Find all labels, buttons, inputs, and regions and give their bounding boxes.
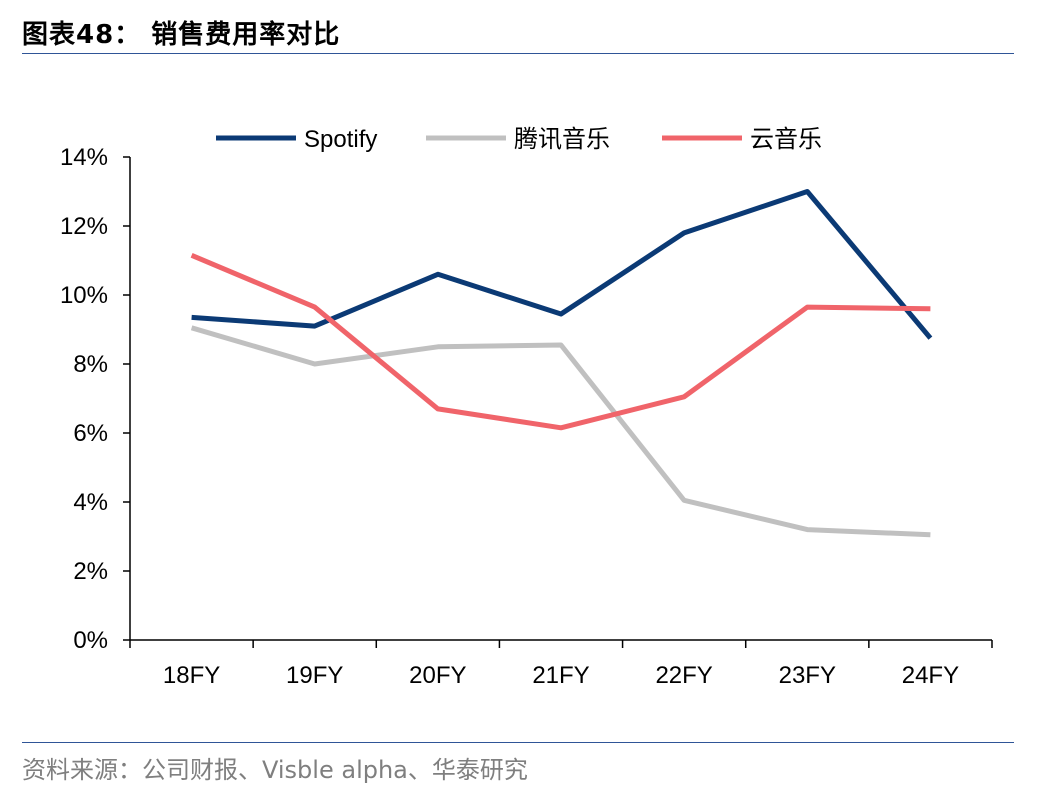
y-tick-label: 14% (60, 144, 108, 171)
legend-label: Spotify (304, 126, 377, 153)
title-divider (22, 53, 1014, 54)
y-tick-label: 4% (73, 489, 108, 516)
chart-legend: Spotify 腾讯音乐 云音乐 (216, 126, 822, 153)
y-tick-label: 0% (73, 627, 108, 654)
chart-axes: 0% 2% 4% 6% 8% 10% 12% 14% 18FY 19FY 20FY 21FY 22FY 2… (60, 144, 993, 689)
series-line-1 (191, 189, 933, 340)
x-tick-label: 18FY (163, 662, 220, 689)
y-tick-label: 6% (73, 420, 108, 447)
x-tick-label: 24FY (902, 662, 959, 689)
legend-label: 腾讯音乐 (514, 126, 610, 153)
y-tick-label: 12% (60, 213, 108, 240)
x-tick-label: 21FY (532, 662, 589, 689)
x-tick-label: 19FY (286, 662, 343, 689)
y-tick-label: 8% (73, 351, 108, 378)
chart-series (190, 189, 933, 538)
x-tick-label: 20FY (409, 662, 466, 689)
series-line-2 (190, 325, 931, 538)
figure-title: 图表48： 销售费用率对比 (22, 20, 341, 50)
x-tick-label: 23FY (779, 662, 836, 689)
x-tick-label: 22FY (655, 662, 712, 689)
legend-label: 云音乐 (750, 126, 822, 153)
source-divider (22, 742, 1014, 743)
source-note: 资料来源：公司财报、Visble alpha、华泰研究 (22, 756, 528, 784)
y-tick-label: 10% (60, 282, 108, 309)
series-line-3 (190, 252, 931, 431)
y-tick-label: 2% (73, 558, 108, 585)
